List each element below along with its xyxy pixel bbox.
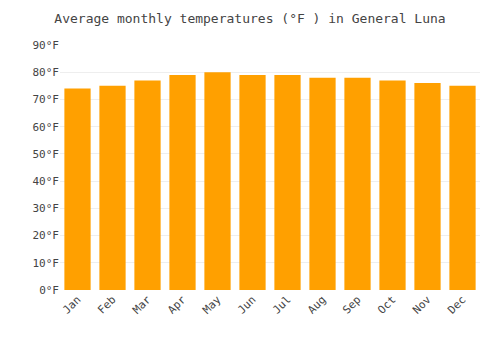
- svg-text:Sep: Sep: [340, 293, 363, 316]
- svg-text:Jun: Jun: [235, 293, 258, 316]
- svg-text:Average monthly temperatures (: Average monthly temperatures (°F ) in Ge…: [54, 11, 445, 26]
- svg-text:70°F: 70°F: [33, 93, 60, 106]
- svg-text:20°F: 20°F: [33, 229, 60, 242]
- svg-text:60°F: 60°F: [33, 121, 60, 134]
- svg-text:Nov: Nov: [410, 293, 434, 317]
- svg-text:0°F: 0°F: [39, 284, 59, 297]
- svg-text:80°F: 80°F: [33, 66, 60, 79]
- svg-text:90°F: 90°F: [33, 39, 60, 52]
- svg-text:10°F: 10°F: [33, 257, 60, 270]
- svg-text:Dec: Dec: [445, 293, 468, 316]
- svg-text:Feb: Feb: [95, 293, 118, 316]
- svg-text:Oct: Oct: [375, 293, 398, 316]
- svg-text:30°F: 30°F: [33, 202, 60, 215]
- svg-text:Aug: Aug: [305, 293, 328, 316]
- svg-text:Mar: Mar: [130, 293, 154, 317]
- svg-text:40°F: 40°F: [33, 175, 60, 188]
- svg-text:Jan: Jan: [60, 293, 83, 316]
- svg-text:May: May: [200, 293, 224, 317]
- svg-text:Jul: Jul: [270, 293, 293, 316]
- svg-text:50°F: 50°F: [33, 148, 60, 161]
- svg-text:Apr: Apr: [165, 293, 189, 317]
